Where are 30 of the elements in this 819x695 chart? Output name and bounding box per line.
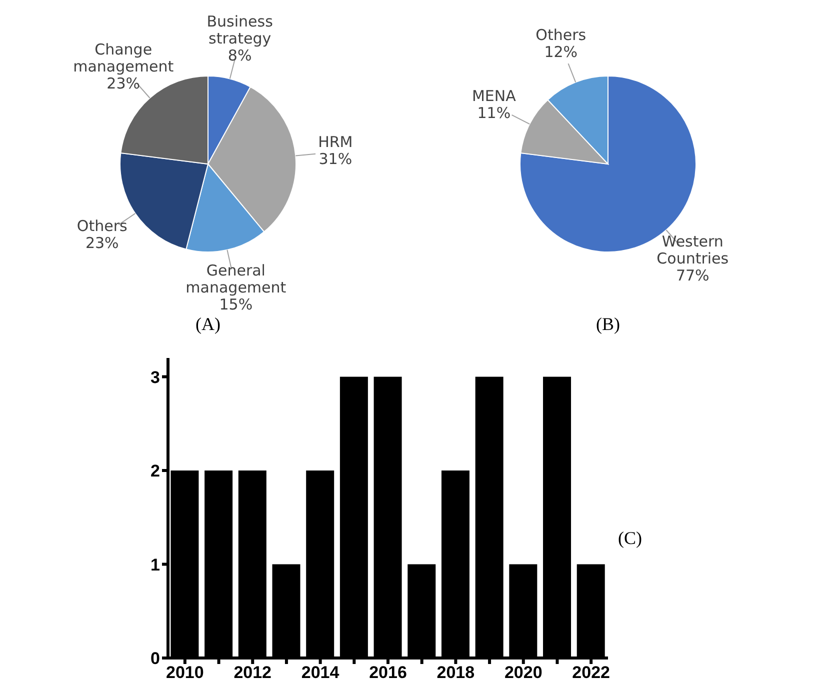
data-label: 31% [318, 150, 352, 168]
y-tick-label: 1 [150, 555, 160, 574]
slice-label: General management [186, 261, 286, 296]
data-label: 15% [219, 295, 253, 314]
slice-label: Others [76, 216, 128, 235]
text: (B) [595, 314, 621, 335]
x-tick-label: 2018 [436, 663, 475, 682]
y-tick-label: 3 [150, 368, 160, 387]
y-tick-label: 2 [150, 462, 160, 481]
x-tick-label: 2010 [166, 663, 204, 682]
slice-label: Western Countries [656, 232, 729, 268]
data-label: 11% [477, 104, 511, 122]
x-tick-label: 2016 [369, 663, 407, 682]
text: (A) [194, 314, 222, 335]
x-tick-label: 2022 [572, 663, 610, 682]
data-label: 12% [544, 42, 578, 61]
data-label: 23% [85, 234, 119, 252]
x-tick-label: 2014 [301, 663, 340, 682]
x-tick-label: 2012 [234, 663, 272, 682]
slice-label: HRM [318, 132, 353, 151]
x-tick-label: 2020 [504, 663, 542, 682]
data-label: 23% [106, 74, 140, 92]
slice-label: MENA [472, 86, 517, 105]
slice-label: Others [536, 26, 586, 44]
slice-label: Business strategy [206, 12, 274, 48]
slice-label: Change management [73, 40, 174, 76]
data-label: 77% [676, 266, 710, 285]
data-label: 8% [228, 46, 252, 65]
y-tick-label: 0 [150, 649, 160, 668]
text: (C) [618, 528, 642, 549]
